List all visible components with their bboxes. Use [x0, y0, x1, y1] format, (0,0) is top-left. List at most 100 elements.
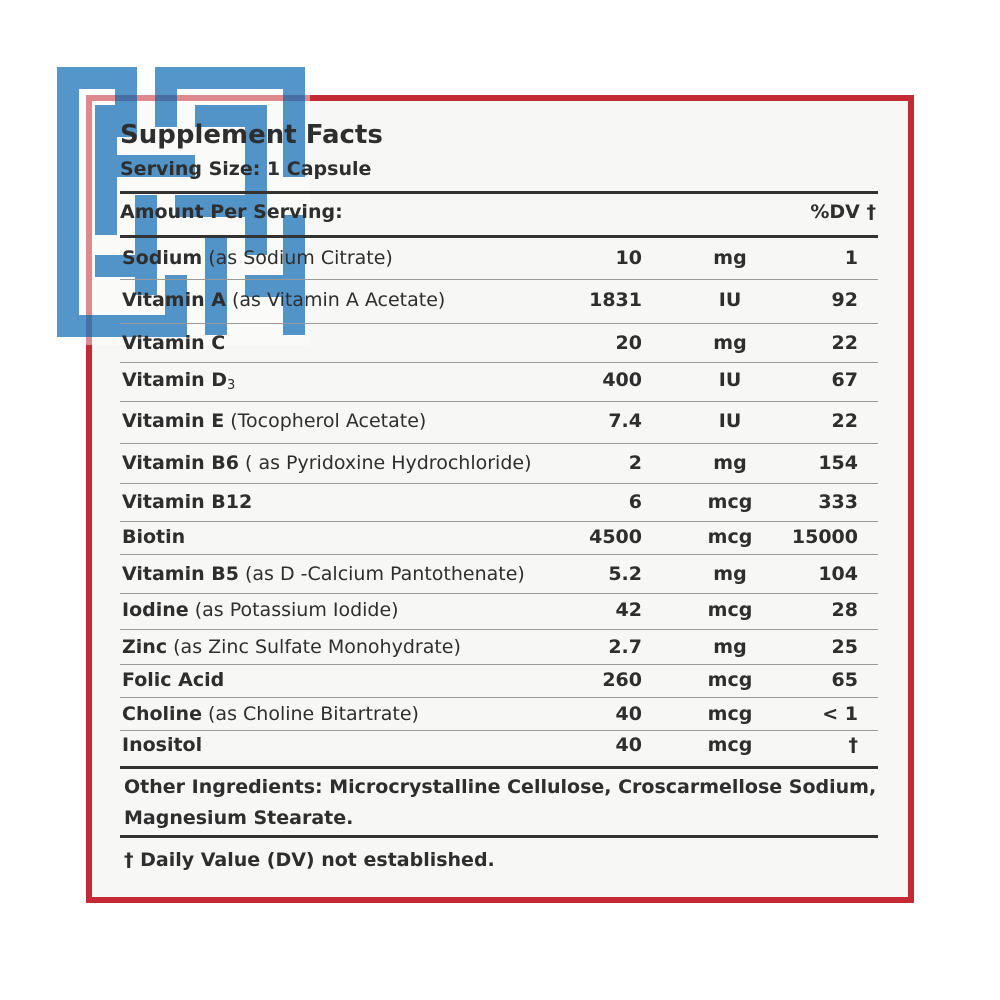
nutrient-name: Vitamin A [122, 289, 226, 311]
amount: 7.4 [608, 410, 642, 432]
thin-rule [120, 401, 878, 402]
unit: mcg [707, 599, 753, 621]
unit: IU [718, 410, 742, 432]
unit: mcg [707, 491, 753, 513]
thick-rule [120, 835, 878, 838]
other-ingredients: Magnesium Stearate. [124, 807, 354, 829]
other-ingredients: Other Ingredients: Microcrystalline Cell… [124, 776, 877, 798]
nutrient: Zinc (as Zinc Sulfate Monohydrate) [122, 635, 461, 659]
nutrient-name: Biotin [122, 526, 186, 548]
nutrient-name: Vitamin B5 [122, 563, 239, 585]
watermark-logo [55, 65, 310, 345]
unit: mcg [707, 669, 753, 691]
nutrient-name: Choline [122, 703, 202, 725]
header-amount: Amount Per Serving: [120, 201, 343, 223]
amount: 6 [628, 491, 642, 513]
nutrient-detail: ( as Pyridoxine Hydrochloride) [245, 452, 532, 474]
amount: 260 [602, 669, 642, 691]
thin-rule [120, 362, 878, 363]
nutrient-detail: (as Vitamin A Acetate) [232, 289, 446, 311]
unit: mg [713, 332, 747, 354]
nutrient: Folic Acid [122, 668, 224, 692]
nutrient: Biotin [122, 525, 185, 549]
amount: 10 [615, 247, 642, 269]
daily-value: 15000 [791, 526, 858, 548]
thin-rule [120, 323, 878, 324]
daily-value: 28 [831, 599, 858, 621]
daily-value: < 1 [822, 703, 858, 725]
nutrient: Inositol [122, 733, 202, 757]
amount: 2 [628, 452, 642, 474]
footnote: † Daily Value (DV) not established. [124, 849, 495, 871]
amount: 2.7 [608, 636, 642, 658]
nutrient: Vitamin C [122, 331, 225, 355]
nutrient-detail: (as Zinc Sulfate Monohydrate) [173, 636, 461, 658]
nutrient-name: Vitamin E [122, 410, 225, 432]
amount: 5.2 [608, 563, 642, 585]
amount: 40 [615, 734, 642, 756]
nutrient: Sodium (as Sodium Citrate) [122, 246, 393, 270]
nutrient-name: Vitamin B12 [122, 491, 253, 513]
unit: mcg [707, 703, 753, 725]
nutrient: Vitamin D3 [122, 368, 235, 398]
thin-rule [120, 521, 878, 522]
nutrient: Vitamin B6 ( as Pyridoxine Hydrochloride… [122, 451, 531, 475]
thin-rule [120, 279, 878, 280]
unit: mg [713, 563, 747, 585]
amount: 1831 [589, 289, 642, 311]
nutrient: Choline (as Choline Bitartrate) [122, 702, 419, 726]
nutrient: Vitamin E (Tocopherol Acetate) [122, 409, 426, 433]
unit: mcg [707, 734, 753, 756]
thin-rule [120, 697, 878, 698]
daily-value: 104 [818, 563, 858, 585]
unit: mg [713, 636, 747, 658]
daily-value: 22 [831, 332, 858, 354]
nutrient-detail: (as D -Calcium Pantothenate) [245, 563, 525, 585]
nutrient-detail: (as Potassium Iodide) [194, 599, 399, 621]
thin-rule [120, 593, 878, 594]
subscript: 3 [227, 378, 236, 393]
daily-value: 154 [818, 452, 858, 474]
header-dv: %DV † [810, 201, 876, 223]
nutrient-detail: (as Sodium Citrate) [208, 247, 393, 269]
nutrient-name: Iodine [122, 599, 189, 621]
serving-size: Serving Size: 1 Capsule [120, 158, 372, 180]
nutrient-detail: (Tocopherol Acetate) [230, 410, 427, 432]
amount: 4500 [589, 526, 642, 548]
daily-value: 65 [831, 669, 858, 691]
nutrient: Iodine (as Potassium Iodide) [122, 598, 399, 622]
amount: 20 [615, 332, 642, 354]
nutrient-name: Folic Acid [122, 669, 225, 691]
thick-rule [120, 191, 878, 194]
amount: 400 [602, 369, 642, 391]
nutrient: Vitamin A (as Vitamin A Acetate) [122, 288, 445, 312]
daily-value: 92 [831, 289, 858, 311]
daily-value: 22 [831, 410, 858, 432]
nutrient: Vitamin B5 (as D -Calcium Pantothenate) [122, 562, 525, 586]
thin-rule [120, 554, 878, 555]
nutrient: Vitamin B12 [122, 490, 252, 514]
unit: mcg [707, 526, 753, 548]
thin-rule [120, 483, 878, 484]
amount: 40 [615, 703, 642, 725]
daily-value: 25 [831, 636, 858, 658]
daily-value: 67 [831, 369, 858, 391]
nutrient-detail: (as Choline Bitartrate) [208, 703, 419, 725]
daily-value: 1 [844, 247, 858, 269]
thin-rule [120, 730, 878, 731]
thick-rule [120, 235, 878, 238]
title: Supplement Facts [120, 120, 383, 150]
daily-value: † [848, 734, 859, 756]
thin-rule [120, 443, 878, 444]
amount: 42 [615, 599, 642, 621]
unit: mg [713, 247, 747, 269]
nutrient-name: Sodium [122, 247, 203, 269]
nutrient-name: Vitamin C [122, 332, 226, 354]
nutrient-name: Zinc [122, 636, 168, 658]
thin-rule [120, 629, 878, 630]
nutrient-name: Inositol [122, 734, 203, 756]
unit: mg [713, 452, 747, 474]
nutrient-name: Vitamin D [122, 369, 228, 391]
nutrient-name: Vitamin B6 [122, 452, 239, 474]
